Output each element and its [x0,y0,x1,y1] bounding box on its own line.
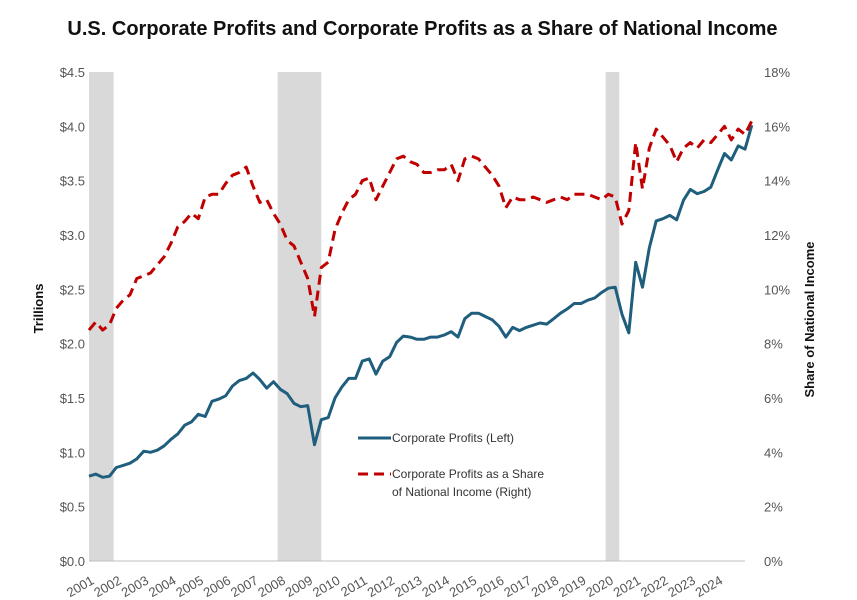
series-lines [87,120,754,479]
profit-share-line [87,120,754,332]
recession-bands [89,72,620,561]
recession-band-2 [277,72,322,561]
corporate-profits-line [88,124,754,479]
chart-title: U.S. Corporate Profits and Corporate Pro… [67,18,778,40]
legend-label-profit-share: Corporate Profits as a Share of National … [392,467,544,499]
recession-band-3 [605,72,620,561]
x-axis-tick-label: 2024 [693,573,726,600]
right-axis-tick-label: 16% [764,119,790,134]
right-axis-tick-label: 6% [764,391,783,406]
left-axis-tick-label: $1.0 [60,445,85,460]
legend-label-corporate-profits: Corporate Profits (Left) [392,431,514,445]
right-axis-tick-label: 10% [764,282,790,297]
right-axis-title: Share of National Income [802,241,817,397]
left-axis-title: Trillions [31,284,46,334]
left-axis-tick-label: $0.0 [60,554,85,569]
right-axis-tick-label: 4% [764,445,783,460]
right-axis-tick-label: 0% [764,554,783,569]
left-axis-tick-label: $4.5 [60,65,85,80]
right-axis-tick-label: 2% [764,500,783,515]
left-axis-tick-label: $0.5 [60,500,85,515]
left-axis-tick-label: $4.0 [60,119,85,134]
legend: Corporate Profits (Left) Corporate Profit… [358,431,544,499]
left-axis-tick-label: $1.5 [60,391,85,406]
left-axis-tick-label: $3.0 [60,228,85,243]
recession-band-1 [89,72,114,561]
left-axis-tick-label: $3.5 [60,174,85,189]
right-axis-tick-label: 14% [764,174,790,189]
left-axis-tick-label: $2.0 [60,337,85,352]
right-axis-tick-label: 8% [764,337,783,352]
right-axis-tick-label: 18% [764,65,790,80]
left-axis-tick-label: $2.5 [60,282,85,297]
right-axis-tick-label: 12% [764,228,790,243]
